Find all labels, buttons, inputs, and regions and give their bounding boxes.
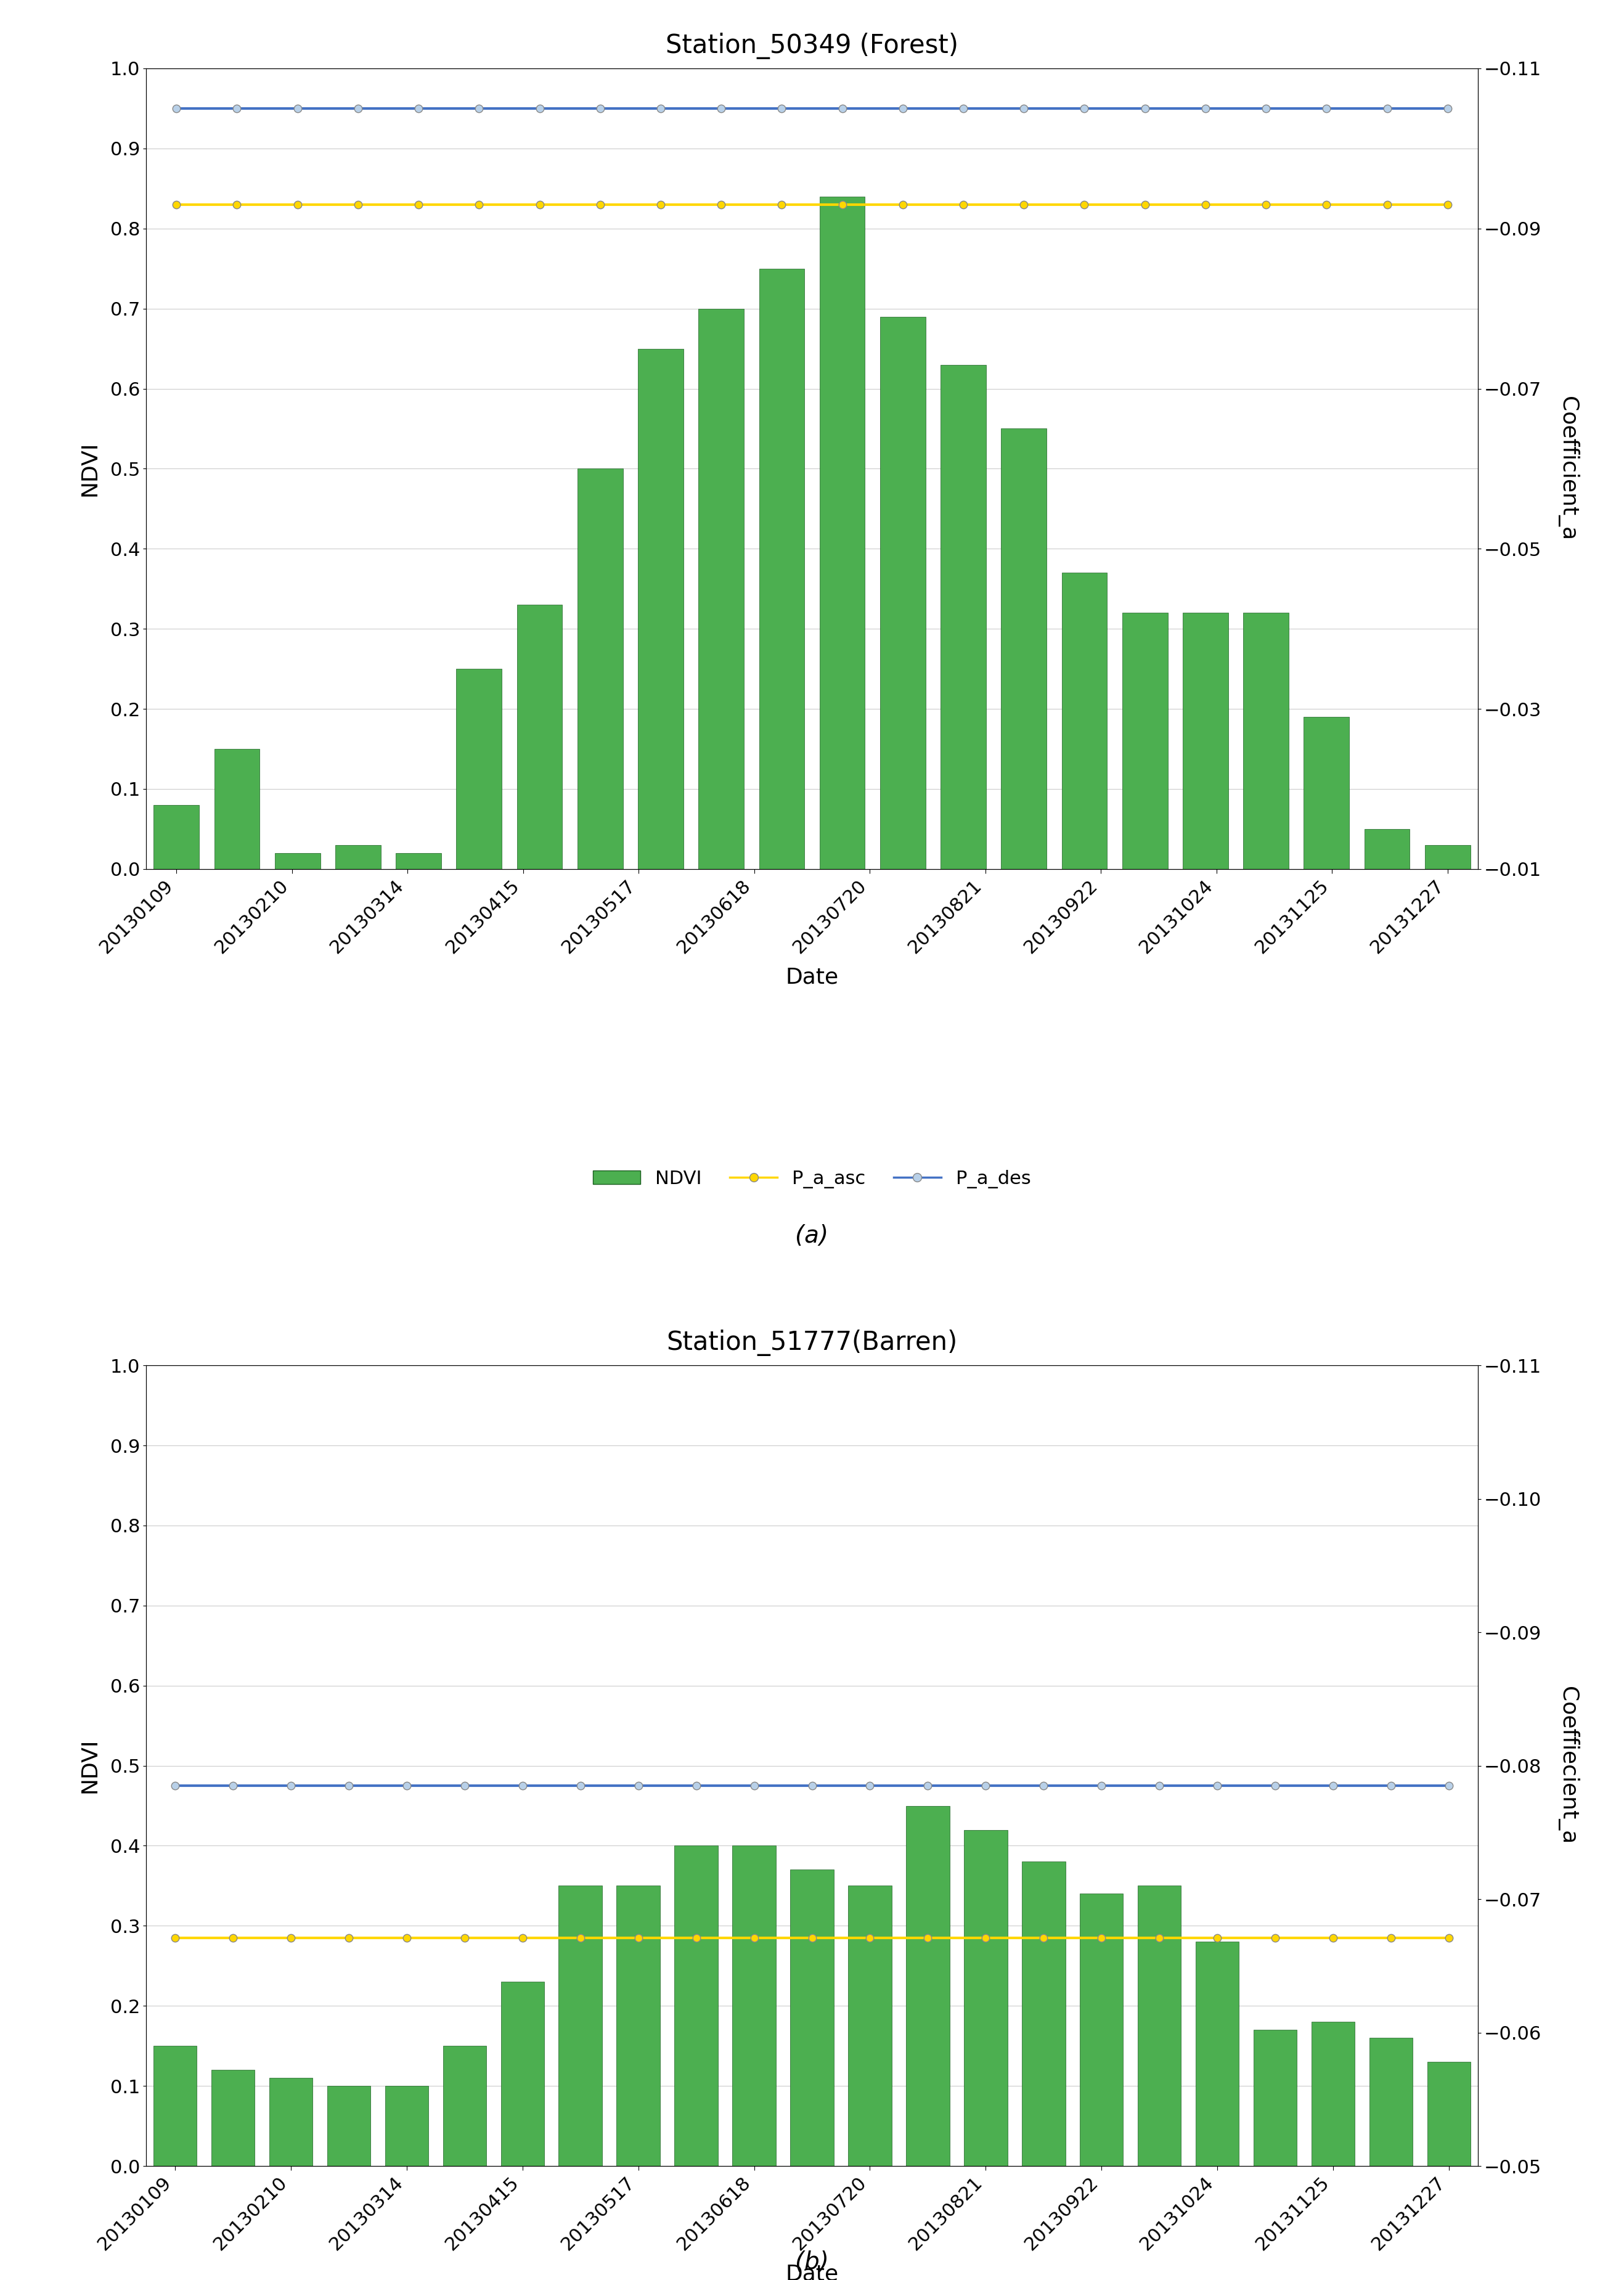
Bar <box>820 196 866 869</box>
Bar <box>274 853 320 869</box>
Bar <box>1311 2022 1354 2166</box>
Bar <box>1138 1886 1181 2166</box>
Bar <box>516 604 562 869</box>
Bar <box>1062 572 1108 869</box>
Text: (b): (b) <box>796 2250 828 2273</box>
Bar <box>1427 2061 1471 2166</box>
Bar <box>965 1831 1007 2166</box>
Bar <box>758 269 804 869</box>
Legend: NDVI, P_a_asc, P_a_des: NDVI, P_a_asc, P_a_des <box>586 1163 1038 1195</box>
Bar <box>1021 1863 1065 2166</box>
Bar <box>1195 1943 1239 2166</box>
X-axis label: Date: Date <box>786 2264 838 2280</box>
Bar <box>153 2045 197 2166</box>
Bar <box>559 1886 603 2166</box>
Text: (a): (a) <box>796 1224 828 1247</box>
Bar <box>698 308 744 869</box>
Bar <box>456 668 502 869</box>
Bar <box>791 1870 833 2166</box>
Title: Station_50349 (Forest): Station_50349 (Forest) <box>666 32 958 59</box>
Y-axis label: Coeffiecient_a: Coeffiecient_a <box>1557 1687 1579 1845</box>
Bar <box>385 2086 429 2166</box>
X-axis label: Date: Date <box>786 967 838 987</box>
Bar <box>848 1886 892 2166</box>
Bar <box>1304 716 1350 869</box>
Bar <box>500 1981 544 2166</box>
Bar <box>1080 1895 1124 2166</box>
Bar <box>270 2077 312 2166</box>
Bar <box>674 1847 718 2166</box>
Bar <box>326 2086 370 2166</box>
Bar <box>1364 830 1410 869</box>
Bar <box>880 317 926 869</box>
Bar <box>906 1806 950 2166</box>
Bar <box>1122 613 1168 869</box>
Y-axis label: NDVI: NDVI <box>80 440 101 497</box>
Bar <box>154 805 200 869</box>
Bar <box>732 1847 776 2166</box>
Bar <box>1244 613 1289 869</box>
Bar <box>1254 2029 1298 2166</box>
Bar <box>443 2045 486 2166</box>
Bar <box>940 365 986 869</box>
Y-axis label: NDVI: NDVI <box>80 1737 101 1794</box>
Title: Station_51777(Barren): Station_51777(Barren) <box>666 1329 958 1357</box>
Y-axis label: Coefficient_a: Coefficient_a <box>1557 397 1579 540</box>
Bar <box>578 470 624 869</box>
Bar <box>1424 846 1470 869</box>
Bar <box>1182 613 1228 869</box>
Bar <box>638 349 684 869</box>
Bar <box>335 846 380 869</box>
Bar <box>214 748 260 869</box>
Bar <box>396 853 442 869</box>
Bar <box>617 1886 659 2166</box>
Bar <box>211 2070 255 2166</box>
Bar <box>1369 2038 1413 2166</box>
Bar <box>1000 429 1046 869</box>
